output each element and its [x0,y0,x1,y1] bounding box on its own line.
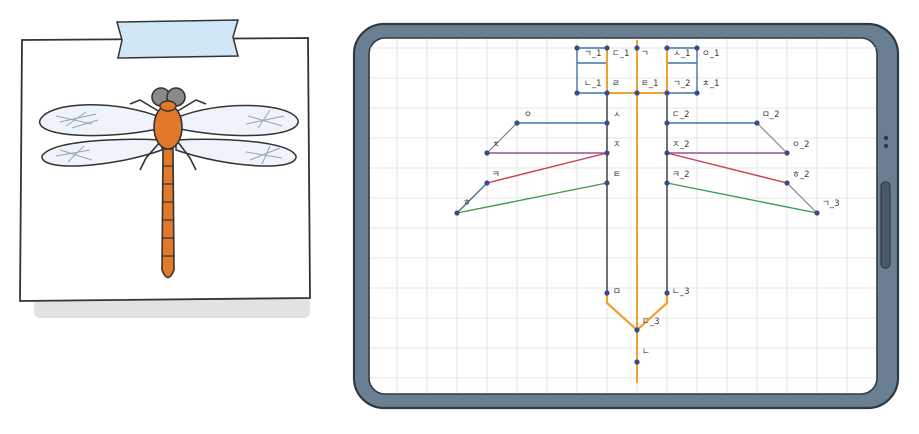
wing-line-green [666,182,818,214]
point [664,45,670,51]
point [784,150,790,156]
label-h: ㅎ [463,198,471,208]
wing-line-gray [756,122,788,154]
point [484,180,490,186]
label-j2: ㅈ_2 [672,140,689,150]
point [574,45,580,51]
label-s1: ㅅ_1 [673,49,690,59]
label-k: ㅋ [492,170,500,180]
label-r: ㄹ [612,79,620,89]
dragonfly-card [19,19,311,318]
coordinate-diagram: ㄱ_1 ㄷ_1 ㄱ ㅅ_1 ㅇ_1 ㄴ_1 ㄹ ㅌ_1 ㄱ_2 ㅊ_1 ㅇ ㅅ … [454,40,839,383]
point [664,180,670,186]
label-ch1: ㅊ_1 [702,79,719,89]
point [604,120,610,126]
label-d1: ㄷ_1 [612,49,629,59]
label-h2: ㅎ_2 [792,170,809,180]
point [604,150,610,156]
point [814,210,820,216]
label-t1: ㅌ_1 [641,79,658,89]
card-shadow [34,296,310,318]
point [454,210,460,216]
point [694,45,700,51]
wing-line-blue [456,182,488,214]
label-d3: ㄷ_3 [642,317,659,327]
point [604,290,610,296]
point [664,120,670,126]
point [514,120,520,126]
label-n3: ㄴ_3 [672,287,689,297]
label-j: ㅈ [613,140,621,150]
wing-line-red [666,152,788,184]
label-o: ㅇ [524,110,532,120]
label-m: ㅁ [613,287,621,297]
tape [116,19,240,59]
point [604,180,610,186]
camera-dot [883,135,889,141]
tablet-screen [368,37,878,395]
label-g: ㄱ [641,49,649,59]
dragonfly-illustration [39,87,299,279]
point [664,90,670,96]
point [664,290,670,296]
wing-line-gray [786,182,818,214]
wing-line-gray [486,122,518,154]
label-g2: ㄱ_2 [673,79,690,89]
label-t: ㅌ [613,170,621,180]
label-n1: ㄴ_1 [584,79,601,89]
label-n: ㄴ [642,347,650,357]
point [574,90,580,96]
label-g3: ㄱ_3 [822,199,839,209]
wing-line-green [456,182,608,214]
point [634,327,640,333]
point [634,359,640,365]
point [604,45,610,51]
label-o1: ㅇ_1 [702,49,719,59]
label-ch: ㅊ [492,140,500,150]
label-d2: ㄷ_2 [672,110,689,120]
point [604,90,610,96]
label-k2: ㅋ_2 [672,170,689,180]
point [634,45,640,51]
wing-line-red [486,152,608,184]
camera-dot [883,143,889,149]
label-s: ㅅ [613,110,621,120]
label-o2: ㅇ_2 [792,140,809,150]
point [754,120,760,126]
label-m2: ㅁ_2 [762,110,779,120]
side-button [880,181,891,269]
point [634,90,640,96]
point [694,90,700,96]
point [784,180,790,186]
label-g1: ㄱ_1 [584,49,601,59]
point [484,150,490,156]
tablet [352,22,900,410]
point [664,150,670,156]
